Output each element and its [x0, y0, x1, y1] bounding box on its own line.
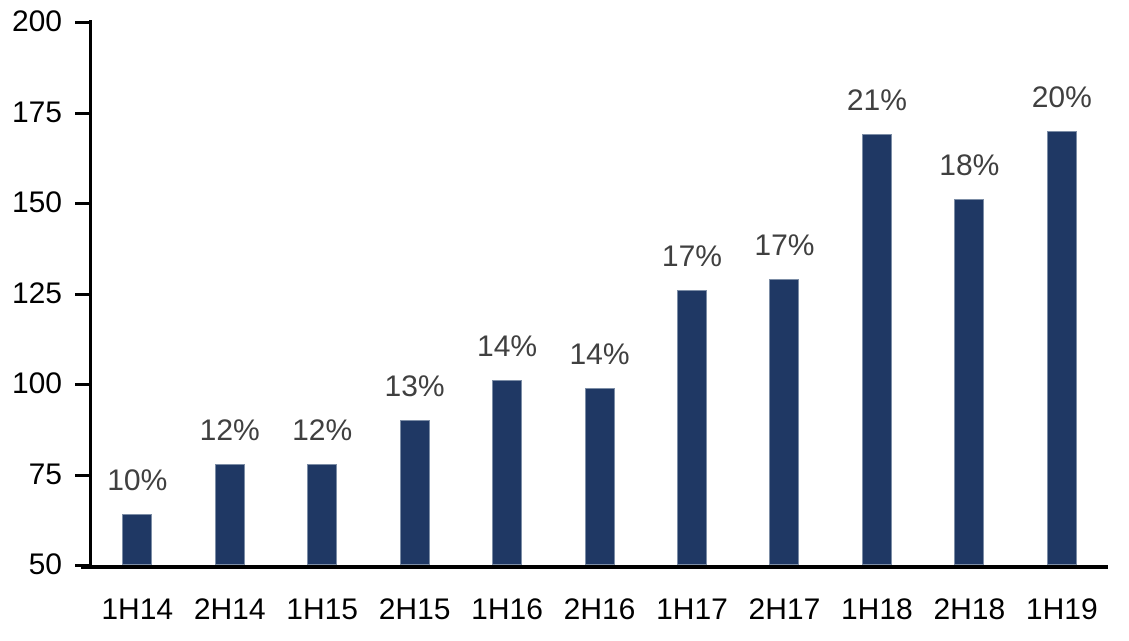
bar-value-label: 10% — [107, 464, 168, 498]
bar — [399, 420, 430, 565]
bar — [307, 463, 338, 565]
bar — [122, 514, 153, 565]
bar — [214, 463, 245, 565]
y-tick-label: 125 — [11, 276, 62, 310]
bar-value-label: 12% — [199, 413, 260, 447]
bar-value-label: 18% — [939, 149, 1000, 183]
x-tick-label: 1H17 — [656, 593, 728, 626]
bar-value-label: 14% — [569, 337, 630, 371]
x-tick-label: 1H19 — [1025, 593, 1098, 626]
x-tick-label: 1H14 — [101, 593, 174, 626]
bar — [676, 289, 707, 565]
y-tick-label: 50 — [28, 548, 62, 581]
y-tick — [75, 564, 89, 567]
y-axis-line — [89, 20, 92, 569]
x-tick-label: 2H16 — [563, 593, 636, 626]
bar — [1046, 130, 1077, 565]
bar — [861, 134, 892, 565]
x-tick-label: 1H18 — [841, 593, 913, 626]
x-axis-line — [81, 565, 1108, 569]
bar-value-label: 13% — [384, 370, 445, 404]
y-tick — [75, 21, 89, 24]
x-tick-label: 2H18 — [933, 593, 1006, 626]
y-tick-label: 175 — [11, 95, 62, 129]
y-tick-label: 75 — [28, 457, 62, 491]
bar — [492, 380, 523, 565]
y-tick-label: 100 — [11, 367, 62, 400]
x-tick-label: 2H14 — [193, 593, 266, 626]
y-tick — [75, 473, 89, 477]
x-tick-label: 2H15 — [378, 593, 451, 626]
y-tick-label: 150 — [11, 186, 62, 219]
bar-value-label: 20% — [1031, 80, 1092, 114]
bar-value-label: 12% — [292, 413, 353, 447]
bar-value-label: 17% — [754, 229, 815, 263]
y-tick — [75, 383, 89, 386]
y-tick — [75, 202, 89, 205]
bar-value-label: 21% — [846, 84, 907, 118]
y-tick-label: 200 — [11, 5, 62, 38]
x-tick-label: 2H17 — [748, 593, 821, 626]
bar — [584, 387, 615, 565]
x-tick-label: 1H15 — [286, 593, 358, 626]
bar-value-label: 14% — [477, 330, 538, 364]
bar — [954, 199, 985, 565]
y-tick — [75, 111, 89, 115]
y-tick — [75, 292, 89, 296]
x-tick-label: 1H16 — [471, 593, 543, 626]
bar — [769, 279, 800, 565]
bar-value-label: 17% — [661, 239, 722, 273]
